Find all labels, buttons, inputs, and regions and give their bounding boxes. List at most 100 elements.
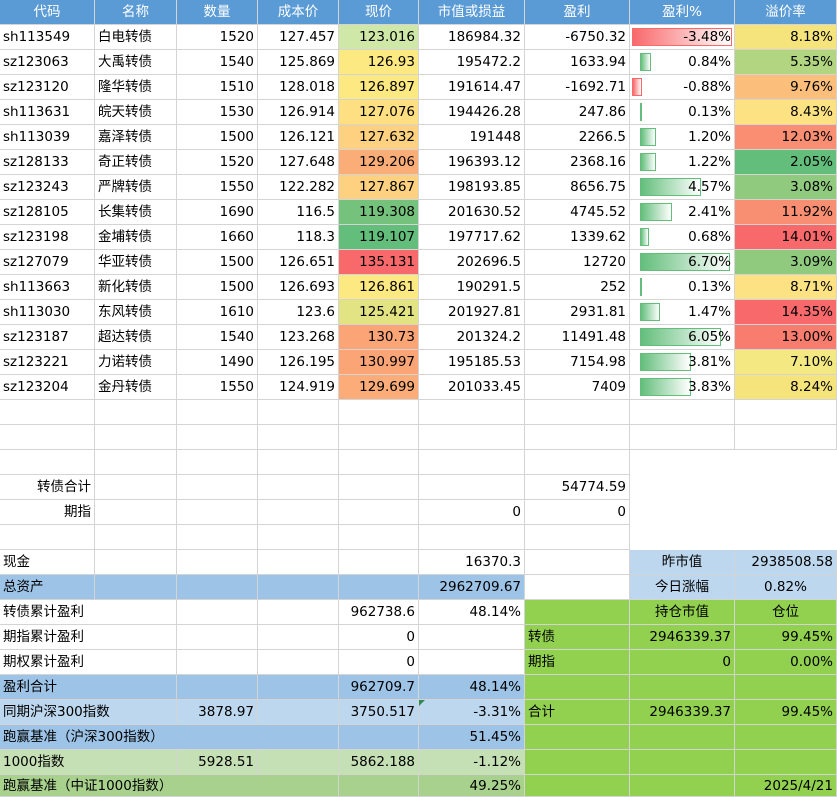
bond-code[interactable]: sz123198 bbox=[0, 225, 95, 250]
cell[interactable] bbox=[177, 675, 258, 700]
cell[interactable] bbox=[630, 425, 735, 450]
cell[interactable] bbox=[95, 475, 177, 500]
futures-position-pct[interactable]: 0.00% bbox=[735, 650, 837, 675]
bond-name[interactable]: 超达转债 bbox=[95, 325, 177, 350]
cell[interactable] bbox=[630, 725, 735, 750]
header-quantity[interactable]: 数量 bbox=[177, 0, 258, 25]
cell[interactable] bbox=[258, 675, 339, 700]
bond-name[interactable]: 力诺转债 bbox=[95, 350, 177, 375]
bond-code[interactable]: sz128105 bbox=[0, 200, 95, 225]
cell[interactable] bbox=[419, 425, 525, 450]
bond-name[interactable]: 大禹转债 bbox=[95, 50, 177, 75]
bond-code[interactable]: sz127079 bbox=[0, 250, 95, 275]
cell[interactable] bbox=[258, 550, 339, 575]
bond-name[interactable]: 奇正转债 bbox=[95, 150, 177, 175]
premium-rate[interactable]: 5.35% bbox=[735, 50, 837, 75]
profit[interactable]: 2931.81 bbox=[525, 300, 630, 325]
cell[interactable] bbox=[735, 425, 837, 450]
cell[interactable] bbox=[0, 400, 95, 425]
cell[interactable] bbox=[419, 625, 525, 650]
cost-price[interactable]: 124.919 bbox=[258, 375, 339, 400]
cost-price[interactable]: 128.018 bbox=[258, 75, 339, 100]
options-cumulative-value[interactable]: 0 bbox=[339, 650, 419, 675]
quantity[interactable]: 1500 bbox=[177, 125, 258, 150]
profit[interactable]: -6750.32 bbox=[525, 25, 630, 50]
cell[interactable] bbox=[339, 725, 419, 750]
csi1000-start[interactable]: 5928.51 bbox=[177, 750, 258, 775]
cell[interactable] bbox=[339, 550, 419, 575]
bond-code[interactable]: sz123243 bbox=[0, 175, 95, 200]
market-value[interactable]: 201630.52 bbox=[419, 200, 525, 225]
futures-label[interactable]: 期指 bbox=[0, 500, 95, 525]
current-price[interactable]: 135.131 bbox=[339, 250, 419, 275]
profit-pct[interactable]: 0.13% bbox=[630, 275, 735, 300]
cell[interactable] bbox=[525, 675, 630, 700]
current-price[interactable]: 126.861 bbox=[339, 275, 419, 300]
market-value[interactable]: 194426.28 bbox=[419, 100, 525, 125]
cell[interactable] bbox=[630, 750, 735, 775]
cell[interactable] bbox=[419, 650, 525, 675]
quantity[interactable]: 1550 bbox=[177, 375, 258, 400]
cell[interactable] bbox=[258, 525, 339, 550]
premium-rate[interactable]: 14.35% bbox=[735, 300, 837, 325]
header-name[interactable]: 名称 bbox=[95, 0, 177, 25]
cell[interactable] bbox=[525, 525, 630, 550]
profit[interactable]: 8656.75 bbox=[525, 175, 630, 200]
market-value[interactable]: 195472.2 bbox=[419, 50, 525, 75]
header-premium-rate[interactable]: 溢价率 bbox=[735, 0, 837, 25]
bond-code[interactable]: sz123221 bbox=[0, 350, 95, 375]
cost-price[interactable]: 126.121 bbox=[258, 125, 339, 150]
premium-rate[interactable]: 11.92% bbox=[735, 200, 837, 225]
bond-name[interactable]: 东风转债 bbox=[95, 300, 177, 325]
sum-pct[interactable]: 99.45% bbox=[735, 700, 837, 725]
bond-name[interactable]: 皖天转债 bbox=[95, 100, 177, 125]
market-value[interactable]: 201324.2 bbox=[419, 325, 525, 350]
profit-pct[interactable]: 4.57% bbox=[630, 175, 735, 200]
quantity[interactable]: 1530 bbox=[177, 100, 258, 125]
cell[interactable] bbox=[177, 500, 258, 525]
sum-label[interactable]: 合计 bbox=[525, 700, 630, 725]
cell[interactable] bbox=[419, 525, 525, 550]
beat-csi1000-value[interactable]: 49.25% bbox=[419, 775, 525, 797]
cb-cumulative-label[interactable]: 转债累计盈利 bbox=[0, 600, 177, 625]
cell[interactable] bbox=[339, 525, 419, 550]
futures-position-label[interactable]: 期指 bbox=[525, 650, 630, 675]
beat-hs300-value[interactable]: 51.45% bbox=[419, 725, 525, 750]
current-price[interactable]: 126.897 bbox=[339, 75, 419, 100]
cell[interactable] bbox=[525, 600, 630, 625]
cell[interactable] bbox=[735, 400, 837, 425]
profit[interactable]: 4745.52 bbox=[525, 200, 630, 225]
profit-pct[interactable]: 1.22% bbox=[630, 150, 735, 175]
profit[interactable]: 7154.98 bbox=[525, 350, 630, 375]
sum-value[interactable]: 2946339.37 bbox=[630, 700, 735, 725]
total-assets-label[interactable]: 总资产 bbox=[0, 575, 95, 600]
cell[interactable] bbox=[0, 525, 95, 550]
cell[interactable] bbox=[339, 475, 419, 500]
total-profit-label[interactable]: 盈利合计 bbox=[0, 675, 177, 700]
market-value[interactable]: 198193.85 bbox=[419, 175, 525, 200]
profit[interactable]: 1633.94 bbox=[525, 50, 630, 75]
csi1000-label[interactable]: 1000指数 bbox=[0, 750, 177, 775]
quantity[interactable]: 1490 bbox=[177, 350, 258, 375]
cell[interactable] bbox=[177, 600, 258, 625]
quantity[interactable]: 1500 bbox=[177, 275, 258, 300]
premium-rate[interactable]: 12.03% bbox=[735, 125, 837, 150]
profit-pct[interactable]: 1.47% bbox=[630, 300, 735, 325]
yesterday-value[interactable]: 2938508.58 bbox=[735, 550, 837, 575]
bond-name[interactable]: 金丹转债 bbox=[95, 375, 177, 400]
cell[interactable] bbox=[525, 775, 630, 797]
options-cumulative-label[interactable]: 期权累计盈利 bbox=[0, 650, 177, 675]
cell[interactable] bbox=[525, 400, 630, 425]
cost-price[interactable]: 116.5 bbox=[258, 200, 339, 225]
cell[interactable] bbox=[177, 450, 258, 475]
cash-label[interactable]: 现金 bbox=[0, 550, 95, 575]
report-date[interactable]: 2025/4/21 bbox=[735, 775, 837, 797]
cell[interactable] bbox=[525, 550, 630, 575]
header-cost-price[interactable]: 成本价 bbox=[258, 0, 339, 25]
cell[interactable] bbox=[0, 425, 95, 450]
cell[interactable] bbox=[419, 400, 525, 425]
current-price[interactable]: 126.93 bbox=[339, 50, 419, 75]
hs300-label[interactable]: 同期沪深300指数 bbox=[0, 700, 177, 725]
quantity[interactable]: 1540 bbox=[177, 50, 258, 75]
cost-price[interactable]: 126.914 bbox=[258, 100, 339, 125]
